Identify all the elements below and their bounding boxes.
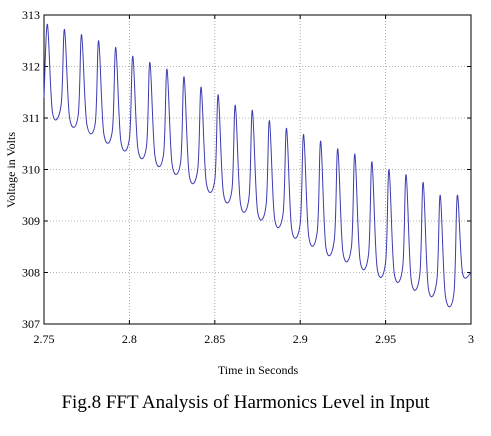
figure-caption: Fig.8 FFT Analysis of Harmonics Level in… <box>61 392 430 413</box>
y-tick-label: 312 <box>22 60 40 74</box>
voltage-series-line <box>43 23 472 308</box>
y-tick-label: 307 <box>22 317 40 331</box>
tick-marks <box>43 14 472 325</box>
x-tick-label: 2.8 <box>122 332 137 346</box>
x-tick-label: 2.95 <box>375 332 396 346</box>
x-tick-label: 3 <box>468 332 474 346</box>
x-tick-label: 2.85 <box>204 332 225 346</box>
y-tick-label: 309 <box>22 214 40 228</box>
chart: 307 308 309 310 311 312 313 2.75 2.8 2.85 2.9 2.95… <box>4 8 475 377</box>
y-tick-labels: 307 308 309 310 311 312 313 <box>22 8 40 331</box>
y-tick-label: 308 <box>22 266 40 280</box>
y-tick-label: 313 <box>22 8 40 22</box>
x-axis-label: Time in Seconds <box>218 363 299 377</box>
y-tick-label: 311 <box>22 111 40 125</box>
x-tick-labels: 2.75 2.8 2.85 2.9 2.95 3 <box>34 332 475 346</box>
y-axis-label: Voltage in Volts <box>4 132 18 208</box>
grid <box>44 15 471 324</box>
x-tick-label: 2.9 <box>293 332 308 346</box>
x-tick-label: 2.75 <box>34 332 55 346</box>
y-tick-label: 310 <box>22 163 40 177</box>
